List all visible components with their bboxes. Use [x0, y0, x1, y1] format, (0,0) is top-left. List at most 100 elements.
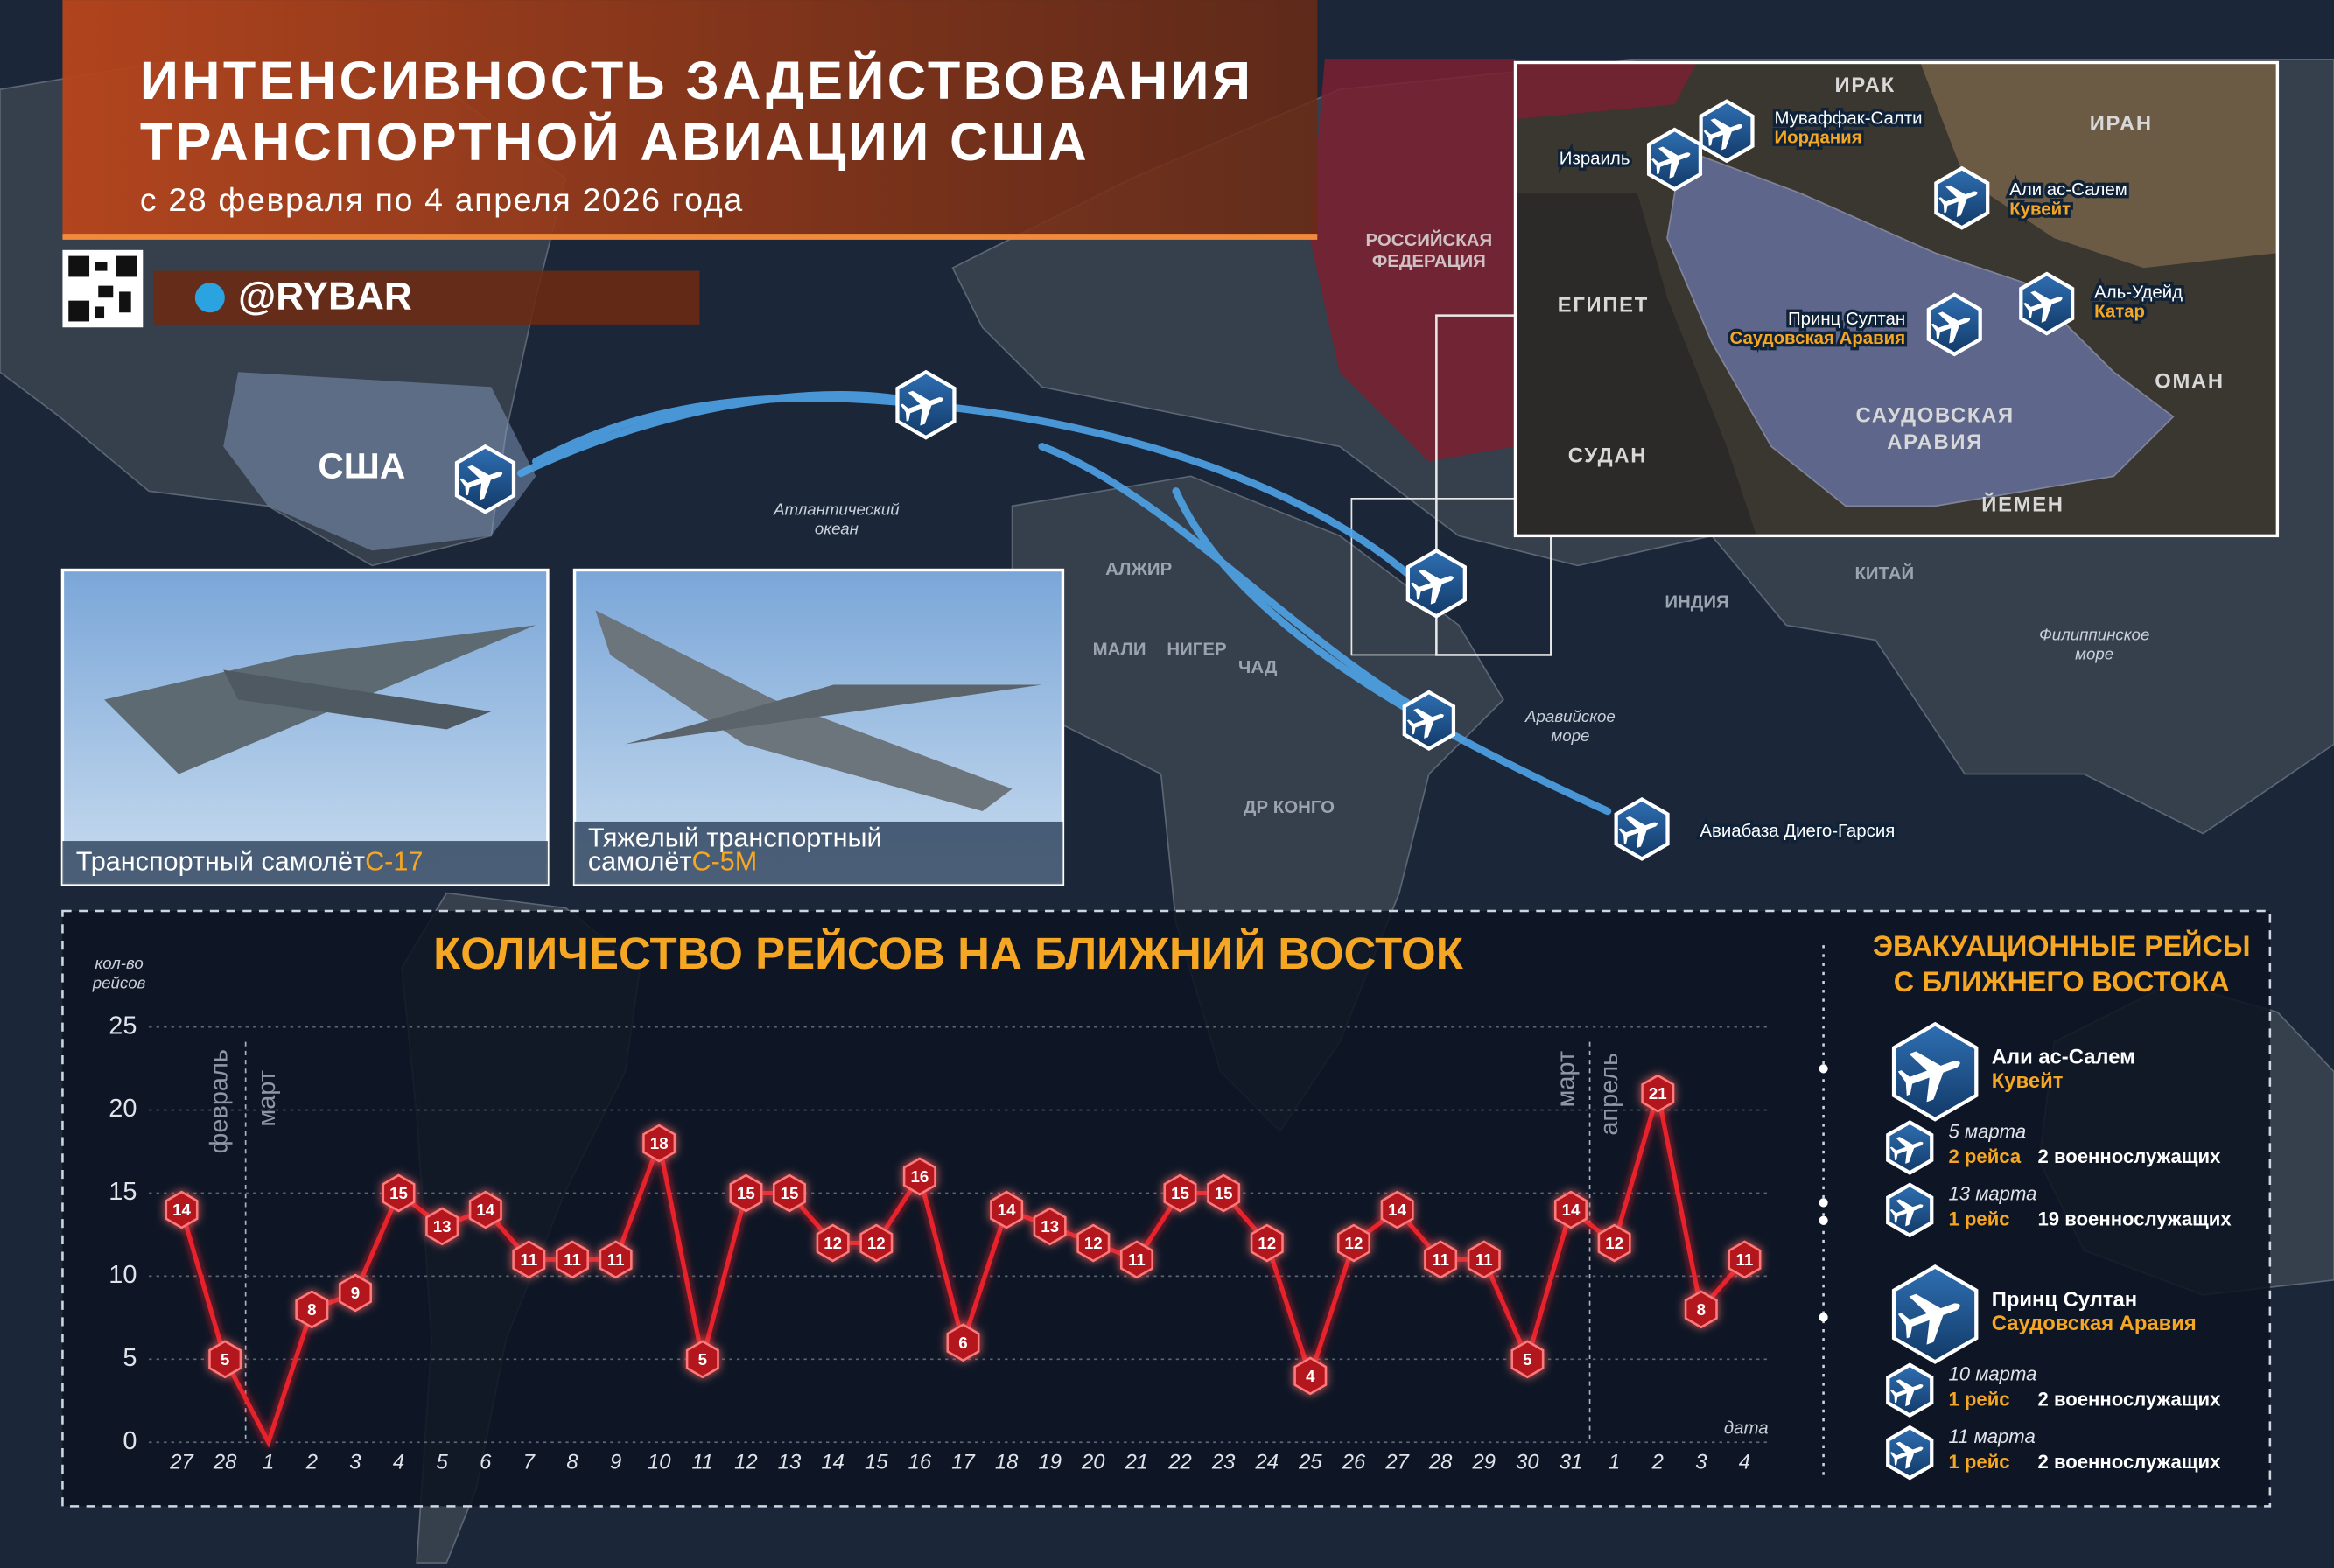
x-tick-label: 1	[263, 1450, 274, 1474]
data-point	[1728, 1240, 1762, 1279]
data-label: 9	[351, 1284, 360, 1302]
x-tick-label: 16	[908, 1450, 932, 1474]
plane-icon	[1891, 1264, 1979, 1364]
photo-caption: Транспортный самолётС-17	[76, 847, 424, 877]
data-point	[1033, 1207, 1067, 1246]
base-country: Иордания	[1774, 129, 1861, 148]
x-tick-label: 3	[1695, 1450, 1707, 1474]
base-name: Авиабаза Диего-Гарсия	[1700, 822, 1895, 841]
x-tick-label: 18	[995, 1450, 1019, 1474]
data-label: 11	[564, 1250, 581, 1269]
plane-icon	[1402, 690, 1456, 752]
x-tick-label: 5	[437, 1450, 449, 1474]
evac-base-country: Саудовская Аравия	[1992, 1312, 2197, 1335]
data-point	[339, 1273, 372, 1312]
map-label: океан	[815, 520, 859, 538]
plane-icon	[1926, 292, 1982, 357]
inset-label: СУДАН	[1568, 444, 1647, 468]
data-point	[816, 1223, 850, 1263]
x-tick-label: 10	[648, 1450, 671, 1474]
x-tick-label: 6	[480, 1450, 492, 1474]
base-name: Принц Султан	[1788, 310, 1905, 329]
timeline-dot	[1819, 1215, 1828, 1225]
x-tick-label: 14	[821, 1450, 844, 1474]
base-name: Муваффак-Салти	[1774, 109, 1922, 129]
data-label: 11	[521, 1250, 538, 1269]
data-label: 8	[1697, 1300, 1706, 1319]
y-tick-label: 15	[109, 1178, 137, 1206]
inset-border	[1513, 60, 2280, 538]
photo-caption: самолётС-5М	[588, 847, 757, 877]
plane-icon	[1886, 1362, 1934, 1418]
data-point	[1250, 1223, 1284, 1263]
caption-text: Тяжелый транспортный	[588, 822, 882, 852]
x-tick-label: 23	[1211, 1450, 1236, 1474]
base-country: Саудовская Аравия	[1729, 329, 1905, 348]
data-label: 15	[389, 1184, 408, 1202]
month-annotation: февраль	[205, 1049, 233, 1153]
data-point	[1641, 1074, 1675, 1113]
data-point	[599, 1240, 633, 1279]
data-label: 5	[698, 1350, 707, 1368]
qr-pattern	[68, 256, 137, 322]
map-label: море	[1551, 726, 1589, 745]
zoom-frame	[1350, 498, 1552, 656]
x-tick-label: 2	[1651, 1450, 1664, 1474]
map-label: ФЕДЕРАЦИЯ	[1372, 252, 1486, 271]
inset-label: ИРАН	[2090, 112, 2153, 136]
data-point	[1597, 1223, 1631, 1263]
plane-icon	[1886, 1120, 1934, 1175]
data-point	[1553, 1190, 1588, 1229]
data-label: 21	[1649, 1084, 1667, 1102]
data-label: 14	[998, 1200, 1016, 1219]
evac-flights: 1 рейс	[1948, 1388, 2009, 1410]
map-label: США	[318, 446, 405, 486]
caption-model: С-5М	[691, 847, 757, 877]
plane-icon	[1886, 1424, 1934, 1480]
data-label: 8	[307, 1300, 316, 1319]
caption-text: Транспортный самолёт	[76, 847, 365, 877]
x-tick-label: 21	[1125, 1450, 1148, 1474]
data-label: 5	[221, 1350, 229, 1368]
x-tick-label: 29	[1472, 1450, 1496, 1474]
inset-label: ЙЕМЕН	[1981, 493, 2064, 517]
x-tick-label: 28	[1428, 1450, 1453, 1474]
evac-flights: 1 рейс	[1948, 1208, 2009, 1230]
base-name: Израиль	[1560, 149, 1630, 168]
data-point	[773, 1173, 806, 1213]
data-point	[1076, 1223, 1111, 1263]
evac-date: 10 марта	[1948, 1363, 2036, 1385]
x-tick-label: 20	[1081, 1450, 1105, 1474]
data-label: 15	[781, 1184, 799, 1202]
data-point	[642, 1124, 676, 1163]
data-label: 11	[1475, 1250, 1493, 1269]
title-line: ИНТЕНСИВНОСТЬ ЗАДЕЙСТВОВАНИЯ	[140, 50, 1253, 110]
inset-label: ИРАК	[1835, 74, 1896, 97]
x-tick-label: 7	[523, 1450, 536, 1474]
map-label: море	[2075, 644, 2113, 662]
data-label: 14	[1562, 1200, 1581, 1219]
data-label: 14	[476, 1200, 494, 1219]
map-label: Аравийское	[1524, 707, 1616, 725]
y-tick-label: 10	[109, 1261, 137, 1289]
data-label: 12	[1605, 1234, 1623, 1252]
subtitle: с 28 февраля по 4 апреля 2026 года	[140, 181, 744, 218]
inset-label: САУДОВСКАЯ	[1856, 404, 2015, 428]
data-label: 15	[1171, 1184, 1189, 1202]
evac-personnel: 2 военнослужащих	[2038, 1388, 2222, 1410]
month-annotation: март	[253, 1070, 281, 1127]
y-tick-label: 20	[109, 1095, 137, 1123]
base-name: Али ас-Салем	[2009, 180, 2127, 200]
map-label: ЧАД	[1238, 658, 1278, 677]
plane-icon	[2019, 271, 2075, 336]
data-point	[425, 1207, 459, 1246]
x-tick-label: 12	[734, 1450, 757, 1474]
handle: @RYBAR	[238, 276, 412, 318]
data-point	[208, 1340, 242, 1379]
header-underline	[62, 234, 1318, 240]
data-label: 12	[867, 1234, 886, 1252]
data-point	[1684, 1290, 1718, 1329]
data-label: 12	[1258, 1234, 1276, 1252]
